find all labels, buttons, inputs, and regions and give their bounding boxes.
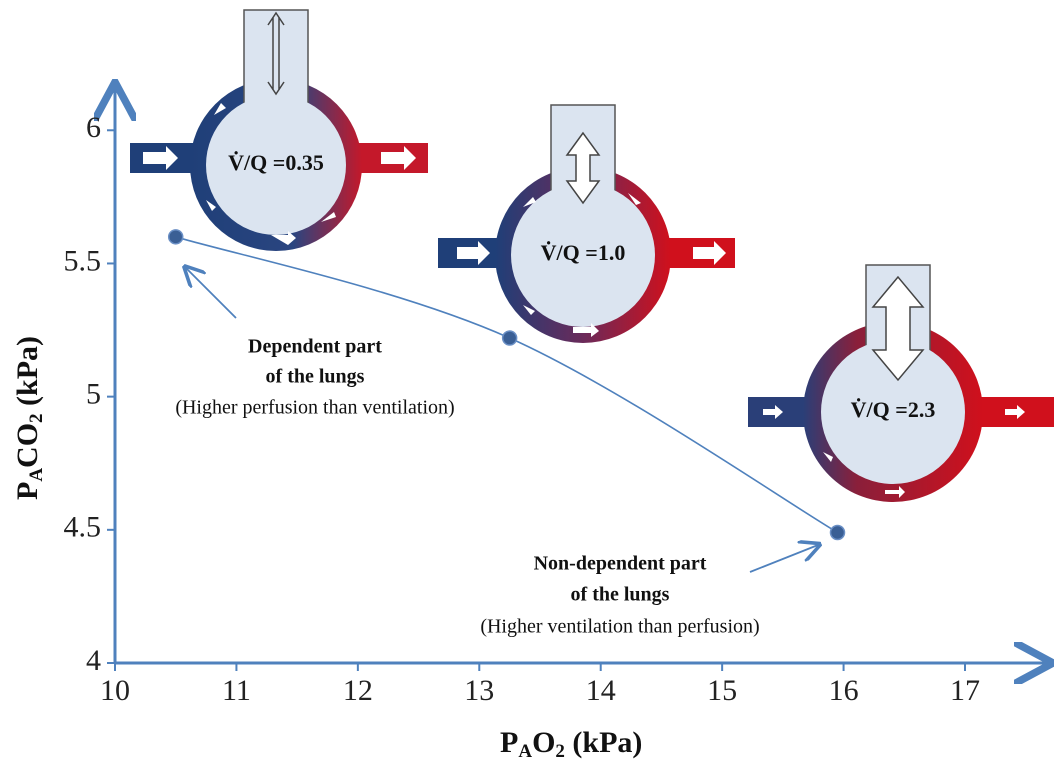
- annotation: (Higher perfusion than ventilation): [175, 397, 454, 419]
- y-tick-label: 4.5: [64, 511, 102, 544]
- annotation-arrow: [749, 545, 818, 573]
- vq-label: V̇/Q =2.3: [851, 397, 936, 422]
- alveolus-diagram: V̇/Q =0.35: [130, 9, 428, 251]
- annotation-arrow: [186, 268, 237, 319]
- y-tick-label: 6: [86, 111, 101, 144]
- y-axis-label: PACO2 (kPa): [11, 336, 47, 500]
- alveolus-diagram: V̇/Q =1.0: [438, 104, 735, 343]
- x-tick-label: 12: [343, 674, 373, 707]
- x-tick-label: 14: [586, 674, 616, 707]
- annotation: of the lungs: [266, 366, 365, 388]
- y-tick-label: 5: [86, 378, 101, 411]
- x-tick-label: 10: [100, 674, 130, 707]
- annotation: of the lungs: [571, 584, 670, 606]
- alveolus-diagram: V̇/Q =2.3: [748, 264, 1054, 502]
- x-tick-label: 13: [464, 674, 494, 707]
- vq-label: V̇/Q =1.0: [541, 240, 626, 265]
- vq-label: V̇/Q =0.35: [228, 150, 324, 175]
- data-point: [829, 524, 846, 541]
- data-point: [167, 229, 184, 245]
- x-axis-label: PAO2 (kPa): [500, 726, 642, 762]
- annotation: Non-dependent part: [534, 553, 707, 575]
- y-tick-label: 5.5: [64, 244, 102, 277]
- annotation: (Higher ventilation than perfusion): [480, 616, 759, 638]
- annotation: Dependent part: [248, 336, 382, 358]
- data-point: [501, 330, 518, 346]
- x-tick-label: 17: [950, 674, 980, 707]
- x-tick-label: 16: [829, 674, 859, 707]
- x-tick-label: 15: [707, 674, 737, 707]
- x-tick-label: 11: [222, 674, 251, 707]
- y-tick-label: 4: [86, 644, 101, 677]
